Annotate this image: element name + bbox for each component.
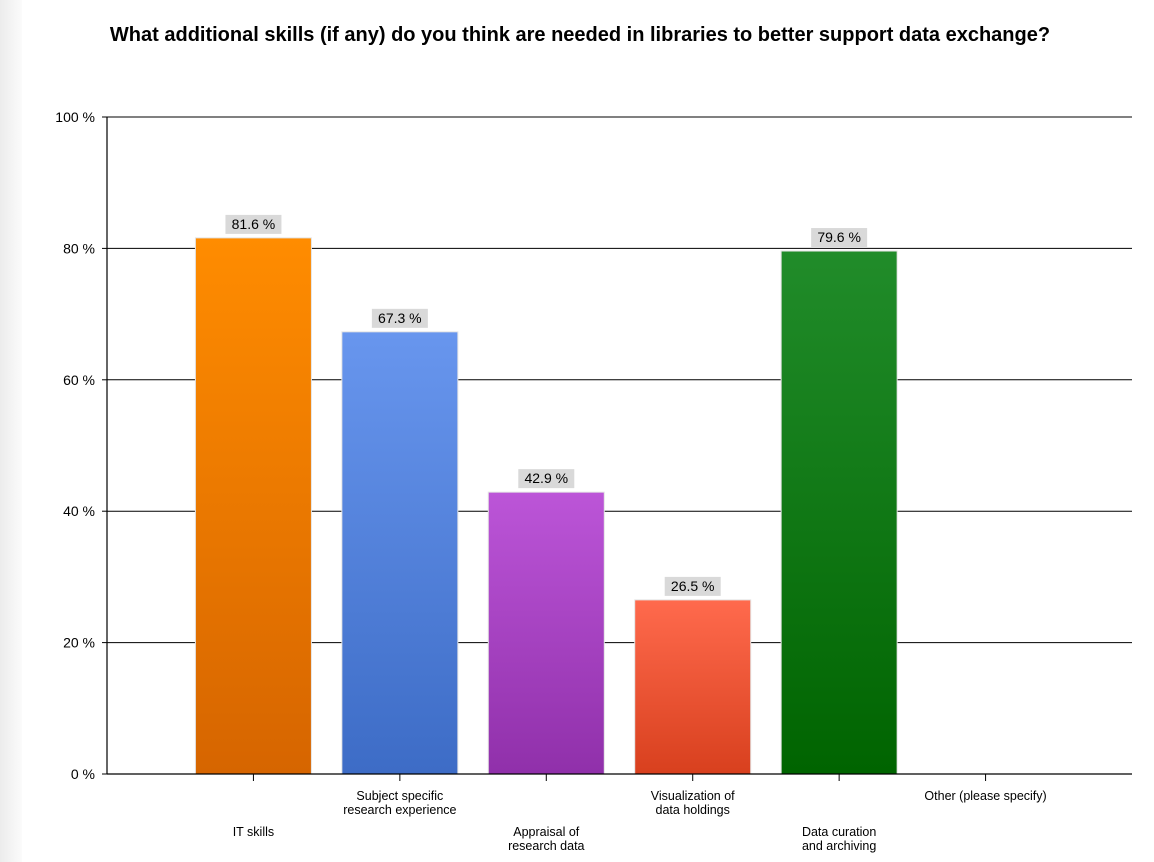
x-category-label: Other (please specify)	[924, 789, 1046, 803]
bar	[341, 331, 459, 775]
x-category-label: Visualization of	[651, 789, 735, 803]
y-tick-label: 100 %	[55, 109, 95, 125]
chart-title: What additional skills (if any) do you t…	[109, 24, 1051, 46]
y-tick-label: 40 %	[63, 503, 95, 519]
x-category-label: data holdings	[656, 803, 730, 817]
bar	[780, 250, 898, 775]
value-label: 67.3 %	[378, 310, 422, 326]
value-label: 26.5 %	[671, 578, 715, 594]
x-category-label: IT skills	[233, 825, 274, 839]
window-edge	[0, 0, 22, 862]
x-category-label: Subject specific	[356, 789, 443, 803]
value-label: 79.6 %	[817, 229, 861, 245]
x-category-label: and archiving	[802, 839, 876, 853]
y-tick-label: 80 %	[63, 240, 95, 256]
y-tick-label: 20 %	[63, 635, 95, 651]
value-label: 81.6 %	[232, 216, 276, 232]
y-tick-label: 0 %	[71, 766, 95, 782]
bar	[634, 599, 752, 775]
x-category-label: Appraisal of	[513, 825, 580, 839]
x-category-label: research experience	[343, 803, 456, 817]
value-label-box	[225, 214, 282, 234]
value-label: 42.9 %	[524, 470, 568, 486]
x-category-label: Data curation	[802, 825, 876, 839]
value-label-box	[518, 469, 575, 489]
value-label-box	[371, 308, 428, 328]
x-category-label: research data	[508, 839, 584, 853]
bars	[194, 237, 898, 775]
value-label-box	[664, 576, 721, 596]
axes	[102, 116, 1132, 781]
labels: 0 % 20 % 40 % 60 % 80 % 100 % 81.6 % IT skills 6…	[55, 109, 1046, 853]
value-label-box	[811, 228, 868, 248]
y-tick-label: 60 %	[63, 372, 95, 388]
bar	[487, 491, 605, 775]
bar	[194, 237, 312, 775]
